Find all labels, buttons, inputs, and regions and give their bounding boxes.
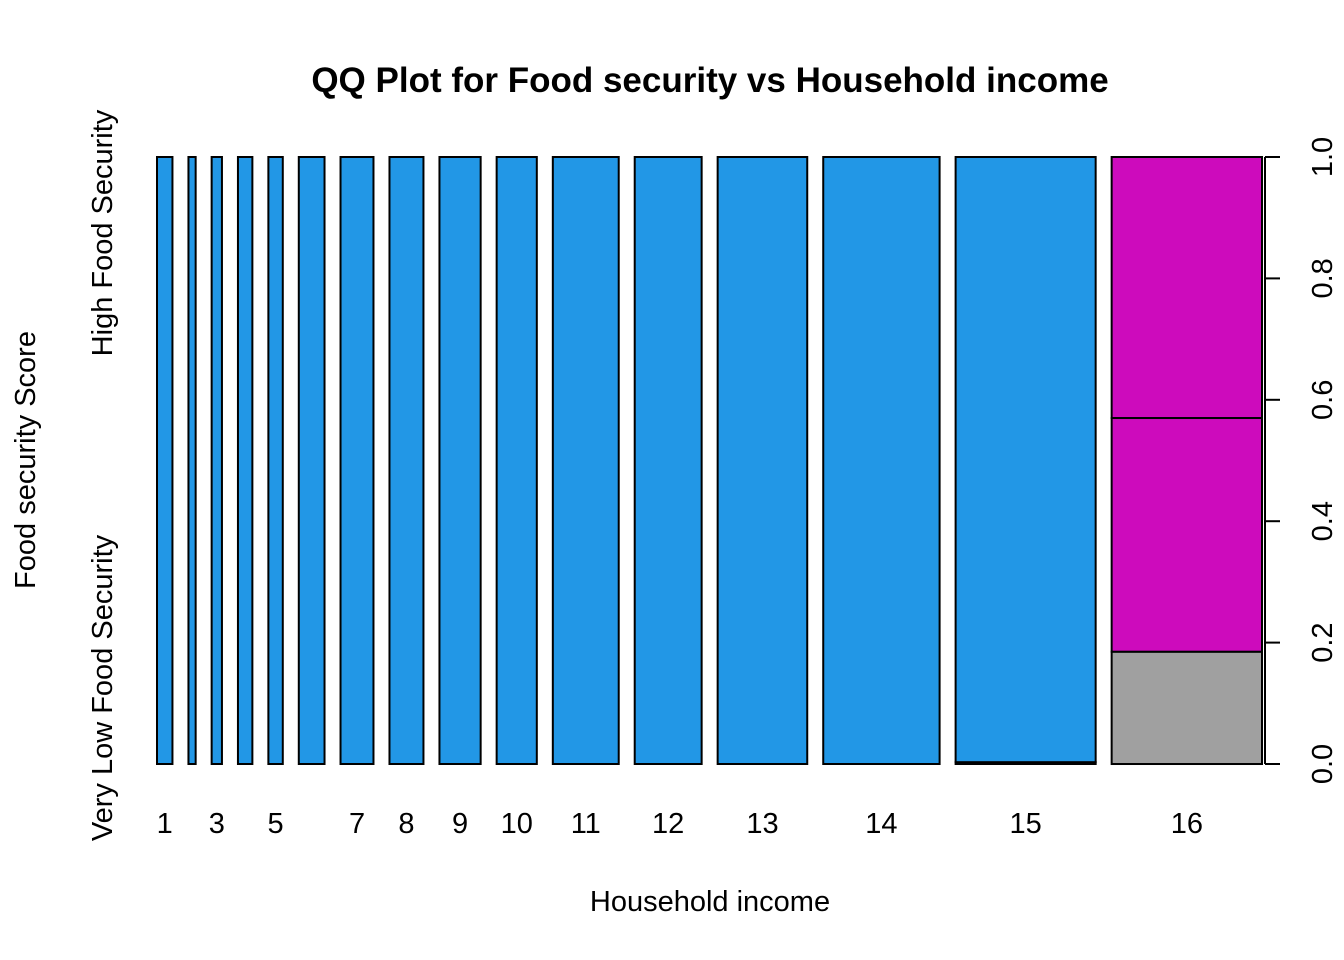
right-axis-tick-label: 0.2: [1307, 622, 1339, 662]
bar-segment-income-13-level-3: [716, 156, 809, 765]
bar-segment-income-5-level-3: [267, 156, 284, 765]
right-axis-tick-label: 0.8: [1307, 258, 1339, 298]
right-axis: 0.0 0.2 0.4 0.6 0.8 1.0: [1264, 137, 1339, 784]
x-tick-label: 9: [452, 808, 468, 840]
bar-segment-income-11-level-3: [551, 156, 620, 765]
bar-segment-income-15-level-3: [954, 156, 1097, 764]
y-category-label-low: Very Low Food Security: [87, 534, 119, 841]
x-tick-label: 16: [1171, 808, 1203, 840]
x-axis-label: Household income: [590, 886, 830, 918]
bar-segment-income-16-level-2: [1110, 156, 1264, 420]
bar-segment-income-16-level-1: [1110, 417, 1264, 653]
right-axis-tick-label: 1.0: [1307, 137, 1339, 177]
bar-segment-income-16-level-0: [1110, 650, 1264, 766]
right-axis-tick-label: 0.4: [1307, 501, 1339, 541]
x-tick-label: 12: [652, 808, 684, 840]
bar-segment-income-12-level-3: [633, 156, 703, 765]
x-tick-label: 7: [349, 808, 365, 840]
x-tick-label: 5: [268, 808, 284, 840]
bar-segment-income-2-level-3: [187, 156, 197, 765]
right-axis-tick-label: 0.0: [1307, 744, 1339, 784]
bar-segment-income-9-level-3: [438, 156, 482, 765]
x-tick-label: 15: [1009, 808, 1041, 840]
x-tick-label: 14: [865, 808, 897, 840]
x-tick-label: 10: [501, 808, 533, 840]
bar-segment-income-3-level-3: [210, 156, 223, 765]
x-tick-labels: 1 3 5 7 8 9 10 11 12 13 14 15 16: [157, 808, 1203, 840]
bar-segment-income-8-level-3: [388, 156, 425, 765]
bar-segment-income-1-level-3: [156, 156, 174, 765]
bar-segment-income-4-level-3: [236, 156, 254, 765]
y-axis-label: Food security Score: [10, 331, 42, 589]
bar-segment-income-6-level-3: [297, 156, 326, 765]
bar-segment-income-7-level-3: [339, 156, 375, 765]
bar-segment-income-10-level-3: [495, 156, 538, 765]
bars-group: [156, 156, 1264, 766]
x-tick-label: 3: [209, 808, 225, 840]
x-tick-label: 8: [398, 808, 414, 840]
x-tick-label: 13: [746, 808, 778, 840]
y-category-label-high: High Food Security: [87, 109, 119, 356]
x-tick-label: 1: [157, 808, 173, 840]
bar-segment-income-14-level-3: [822, 156, 941, 765]
right-axis-tick-label: 0.6: [1307, 380, 1339, 420]
chart-title: QQ Plot for Food security vs Household i…: [311, 61, 1108, 100]
x-tick-label: 11: [571, 808, 601, 840]
